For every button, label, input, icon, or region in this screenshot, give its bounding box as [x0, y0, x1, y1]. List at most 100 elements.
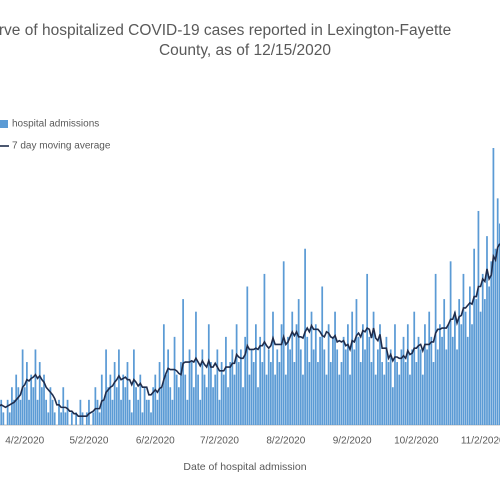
bar — [229, 362, 232, 425]
bar — [430, 336, 433, 425]
bar — [409, 374, 411, 425]
bar — [79, 399, 82, 425]
bar — [374, 374, 377, 425]
bar — [41, 387, 43, 425]
bar — [379, 324, 381, 425]
bar — [190, 362, 193, 425]
bar — [49, 387, 52, 425]
bar — [344, 349, 347, 425]
bar — [53, 412, 56, 425]
bar — [133, 349, 135, 425]
bar — [175, 374, 178, 425]
bar — [36, 399, 39, 425]
bar — [473, 248, 476, 425]
bar — [203, 374, 206, 425]
legend-swatch — [0, 120, 8, 128]
bar — [158, 362, 161, 425]
bar — [263, 273, 266, 425]
bar — [488, 286, 490, 425]
bar — [225, 336, 227, 425]
bar — [177, 387, 180, 425]
bar — [394, 324, 396, 425]
bar — [145, 399, 148, 425]
bar — [267, 349, 270, 425]
bar — [334, 311, 336, 425]
bar — [6, 399, 9, 425]
bar — [483, 299, 486, 425]
bar — [150, 412, 152, 425]
bar — [218, 399, 221, 425]
bar — [186, 399, 189, 425]
bar — [210, 362, 212, 425]
bar — [109, 374, 112, 425]
bar — [376, 349, 379, 425]
bar — [411, 349, 413, 425]
moving-average-line — [0, 243, 500, 417]
bar — [38, 362, 41, 425]
bar — [34, 349, 37, 425]
bar — [494, 248, 497, 425]
bar — [212, 387, 214, 425]
bar — [458, 299, 461, 425]
bar — [28, 399, 30, 425]
bar — [216, 349, 219, 425]
bar — [32, 387, 35, 425]
bar — [383, 374, 386, 425]
x-tick-label: 8/2/2020 — [266, 436, 305, 447]
bar — [0, 399, 3, 425]
bar — [255, 324, 257, 425]
bar — [314, 324, 317, 425]
bar — [257, 387, 259, 425]
bar — [325, 374, 328, 425]
bar — [436, 349, 439, 425]
bar — [128, 399, 131, 425]
bar — [454, 311, 456, 425]
bar — [426, 349, 428, 425]
bar — [137, 399, 140, 425]
bar — [413, 311, 416, 425]
x-tick-label: 7/2/2020 — [200, 436, 239, 447]
bar — [124, 387, 127, 425]
bar — [402, 336, 405, 425]
bar — [364, 349, 366, 425]
bar — [66, 399, 69, 425]
bar — [233, 374, 236, 425]
bar — [321, 286, 324, 425]
bar — [259, 336, 262, 425]
bar — [404, 362, 407, 425]
bar — [302, 374, 304, 425]
bar — [156, 399, 159, 425]
bar — [111, 399, 114, 425]
bar — [47, 412, 50, 425]
bar — [160, 387, 163, 425]
bar — [269, 362, 272, 425]
bar — [432, 362, 435, 425]
bar — [122, 374, 125, 425]
x-tick-label: 4/2/2020 — [5, 436, 44, 447]
bar — [237, 362, 240, 425]
bar — [486, 236, 488, 425]
bar — [479, 311, 482, 425]
bar — [347, 324, 349, 425]
bar — [490, 261, 493, 425]
bar — [456, 349, 458, 425]
bar — [220, 362, 223, 425]
bar — [368, 336, 371, 425]
bar — [205, 387, 208, 425]
bar — [180, 362, 182, 425]
bar — [92, 412, 95, 425]
x-tick-label: 9/2/2020 — [333, 436, 372, 447]
bar — [167, 349, 169, 425]
bar — [115, 387, 118, 425]
bar — [240, 349, 242, 425]
bar — [169, 387, 172, 425]
bar — [462, 273, 465, 425]
bar — [381, 362, 383, 425]
bar — [340, 362, 343, 425]
bar — [152, 387, 155, 425]
bar — [51, 399, 54, 425]
bar — [496, 198, 499, 425]
bar — [424, 324, 426, 425]
bar — [317, 362, 319, 425]
